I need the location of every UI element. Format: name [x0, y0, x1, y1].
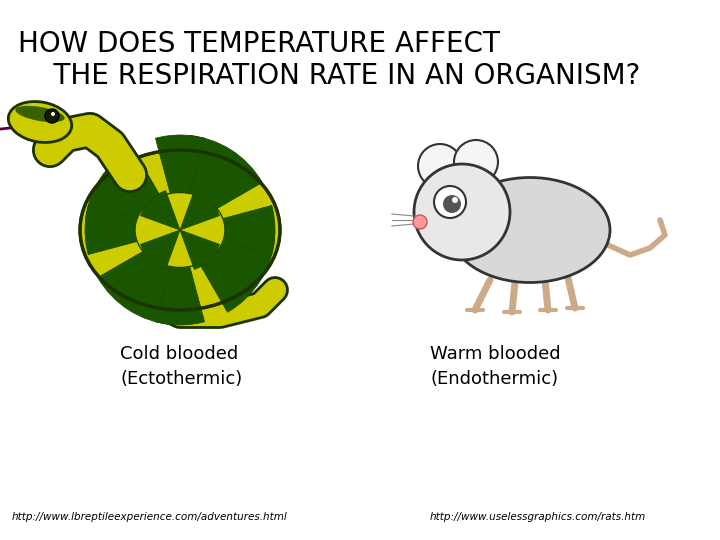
Wedge shape: [180, 191, 220, 230]
Text: http://www.lbreptileexperience.com/adventures.html: http://www.lbreptileexperience.com/adven…: [12, 512, 288, 522]
Circle shape: [418, 144, 462, 188]
Circle shape: [454, 140, 498, 184]
Wedge shape: [140, 191, 180, 230]
Wedge shape: [156, 135, 204, 230]
Wedge shape: [180, 136, 262, 230]
Circle shape: [434, 186, 466, 218]
Wedge shape: [180, 230, 220, 269]
Wedge shape: [98, 230, 180, 325]
Circle shape: [51, 112, 55, 116]
Text: HOW DOES TEMPERATURE AFFECT: HOW DOES TEMPERATURE AFFECT: [18, 30, 500, 58]
Wedge shape: [85, 205, 180, 254]
Ellipse shape: [135, 192, 225, 267]
Circle shape: [413, 215, 427, 229]
Ellipse shape: [15, 106, 65, 122]
Text: Cold blooded
(Ectothermic): Cold blooded (Ectothermic): [120, 345, 242, 388]
Wedge shape: [156, 230, 204, 325]
Text: Warm blooded
(Endothermic): Warm blooded (Endothermic): [430, 345, 561, 388]
Wedge shape: [140, 230, 180, 269]
Ellipse shape: [80, 150, 280, 310]
Circle shape: [414, 164, 510, 260]
Text: THE RESPIRATION RATE IN AN ORGANISM?: THE RESPIRATION RATE IN AN ORGANISM?: [18, 62, 640, 90]
Ellipse shape: [9, 102, 72, 143]
Wedge shape: [180, 205, 275, 254]
Circle shape: [443, 195, 461, 213]
Wedge shape: [180, 230, 274, 312]
Circle shape: [452, 197, 458, 203]
Circle shape: [45, 109, 59, 123]
Text: http://www.uselessgraphics.com/rats.htm: http://www.uselessgraphics.com/rats.htm: [430, 512, 647, 522]
Ellipse shape: [450, 178, 610, 282]
Wedge shape: [86, 148, 180, 230]
